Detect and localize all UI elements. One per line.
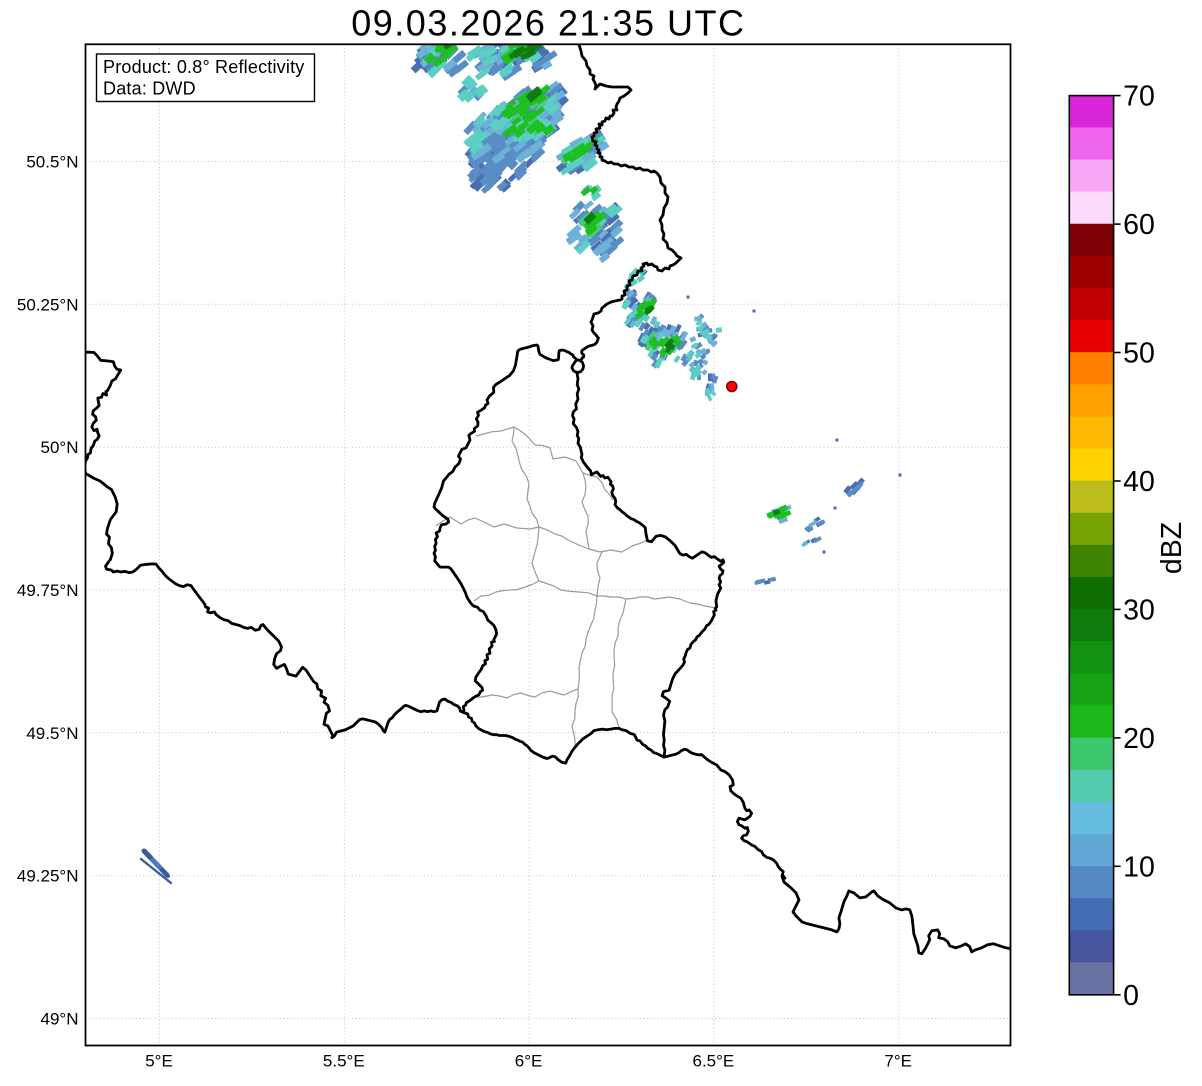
svg-text:0: 0: [1123, 980, 1139, 1012]
svg-text:Product: 0.8° Reflectivity: Product: 0.8° Reflectivity: [103, 57, 304, 77]
svg-text:09.03.2026 21:35 UTC: 09.03.2026 21:35 UTC: [351, 3, 745, 44]
svg-text:5.5°E: 5.5°E: [323, 1052, 365, 1071]
svg-text:6°E: 6°E: [515, 1052, 543, 1071]
svg-text:50.5°N: 50.5°N: [26, 153, 78, 172]
svg-text:6.5°E: 6.5°E: [693, 1052, 735, 1071]
svg-text:49.25°N: 49.25°N: [17, 867, 79, 886]
svg-text:49.75°N: 49.75°N: [17, 581, 79, 600]
svg-text:7°E: 7°E: [884, 1052, 912, 1071]
svg-text:Data: DWD: Data: DWD: [103, 79, 196, 99]
svg-text:49°N: 49°N: [41, 1010, 79, 1029]
svg-text:70: 70: [1123, 81, 1155, 113]
svg-text:5°E: 5°E: [145, 1052, 173, 1071]
svg-text:60: 60: [1123, 209, 1155, 241]
svg-text:50°N: 50°N: [41, 438, 79, 457]
svg-text:30: 30: [1123, 594, 1155, 626]
svg-text:dBZ: dBZ: [1156, 522, 1188, 574]
svg-text:40: 40: [1123, 466, 1155, 498]
svg-text:10: 10: [1123, 851, 1155, 883]
svg-text:20: 20: [1123, 723, 1155, 755]
svg-text:50.25°N: 50.25°N: [17, 295, 79, 314]
svg-text:50: 50: [1123, 338, 1155, 370]
svg-text:49.5°N: 49.5°N: [26, 724, 78, 743]
